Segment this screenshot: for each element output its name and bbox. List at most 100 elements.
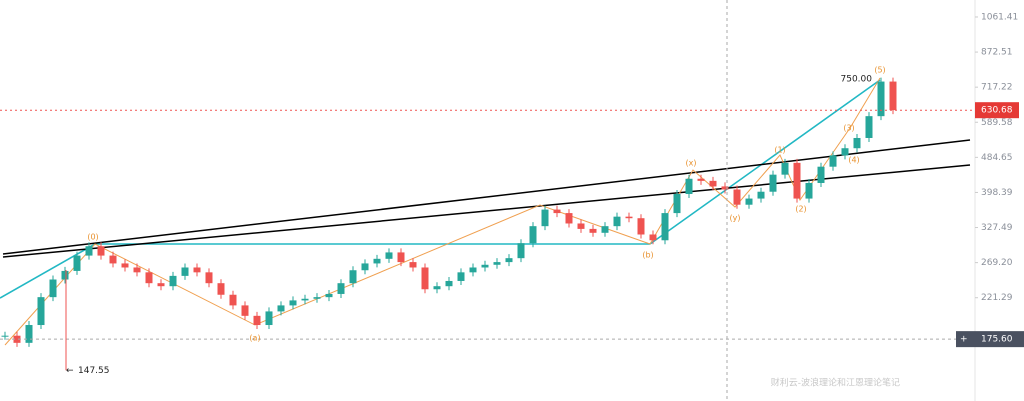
candle	[793, 162, 801, 199]
candle	[253, 315, 261, 326]
candle	[313, 297, 321, 299]
wave-label: (x)	[686, 159, 697, 168]
candle	[781, 162, 789, 175]
candle	[709, 180, 717, 187]
crosshair-plus: +	[960, 335, 968, 345]
candle	[337, 283, 345, 294]
y-tick-label: 269.20	[981, 258, 1013, 268]
candle	[577, 223, 585, 229]
candle	[421, 267, 429, 290]
candle	[433, 286, 441, 290]
candle	[97, 246, 105, 256]
candle	[625, 216, 633, 219]
candle	[481, 264, 489, 268]
y-tick-label: 221.29	[981, 293, 1013, 303]
channel-line	[2, 139, 971, 255]
candle	[829, 155, 837, 167]
candle	[49, 279, 57, 298]
candle	[721, 186, 729, 190]
wave-label: (5)	[874, 66, 885, 75]
candle	[301, 298, 309, 301]
y-tick-label: 589.58	[981, 118, 1013, 128]
candle	[865, 116, 873, 138]
candle	[493, 262, 501, 265]
candle	[541, 209, 549, 227]
trendlines	[0, 77, 971, 346]
candle	[25, 325, 33, 343]
watermark: 财利云-波浪理论和江恩理论笔记	[771, 377, 900, 389]
candle	[325, 293, 333, 298]
candle	[457, 272, 465, 281]
wave-label: (a)	[249, 334, 260, 343]
candle	[205, 272, 213, 284]
candle	[637, 218, 645, 235]
candle	[157, 283, 165, 287]
candle	[769, 174, 777, 192]
candle	[733, 189, 741, 205]
candle	[85, 246, 93, 256]
candle	[265, 311, 273, 326]
y-tick-label: 1061.41	[981, 12, 1018, 22]
wave-label: (4)	[848, 156, 859, 165]
y-tick-label: 717.22	[981, 83, 1013, 93]
candle	[649, 234, 657, 241]
wave-path	[4, 77, 881, 346]
last-price-label: 630.68	[981, 106, 1013, 116]
high-marker: 750.00	[841, 75, 873, 85]
wave-label: (b)	[642, 251, 653, 260]
candle	[13, 335, 21, 343]
candle	[397, 252, 405, 263]
candle	[805, 182, 813, 199]
candle	[133, 267, 141, 273]
low-marker: 147.55	[78, 366, 110, 376]
candle	[145, 272, 153, 284]
candle	[565, 213, 573, 224]
candle	[817, 166, 825, 183]
y-tick-label: 872.51	[981, 48, 1013, 58]
wave-label: (y)	[730, 214, 741, 223]
candle	[601, 226, 609, 233]
candle	[1, 335, 9, 337]
candle	[289, 300, 297, 306]
candle	[589, 228, 597, 233]
candle	[217, 283, 225, 295]
wave-label: (3)	[843, 124, 854, 133]
candle	[409, 262, 417, 268]
candle	[697, 178, 705, 181]
candle	[169, 275, 177, 287]
candle	[517, 243, 525, 259]
candle	[37, 297, 45, 326]
candle	[277, 305, 285, 312]
candle	[385, 252, 393, 259]
candle	[529, 226, 537, 244]
y-tick-label: 398.39	[981, 188, 1013, 198]
crosshair-label: 175.60	[981, 335, 1013, 345]
candle	[853, 137, 861, 149]
candle	[229, 294, 237, 306]
trendline	[649, 79, 881, 245]
candle	[889, 81, 897, 111]
candle	[61, 270, 69, 280]
trendline	[0, 243, 96, 299]
candle	[373, 258, 381, 264]
wave-label: (1)	[774, 146, 785, 155]
wave-label: (2)	[795, 205, 806, 214]
candle	[613, 216, 621, 227]
candle	[445, 280, 453, 287]
candle	[877, 81, 885, 117]
candle	[181, 267, 189, 276]
candle	[109, 255, 117, 264]
candle	[745, 198, 753, 205]
candle	[469, 267, 477, 273]
candle	[685, 178, 693, 194]
candle	[505, 258, 513, 263]
candle	[349, 270, 357, 284]
candle	[673, 193, 681, 214]
candle	[73, 255, 81, 271]
candle	[241, 305, 249, 316]
last-price-tag	[975, 102, 1019, 119]
candle	[361, 263, 369, 271]
wave-label: (0)	[87, 233, 98, 242]
low-arrow: ←	[66, 366, 74, 376]
